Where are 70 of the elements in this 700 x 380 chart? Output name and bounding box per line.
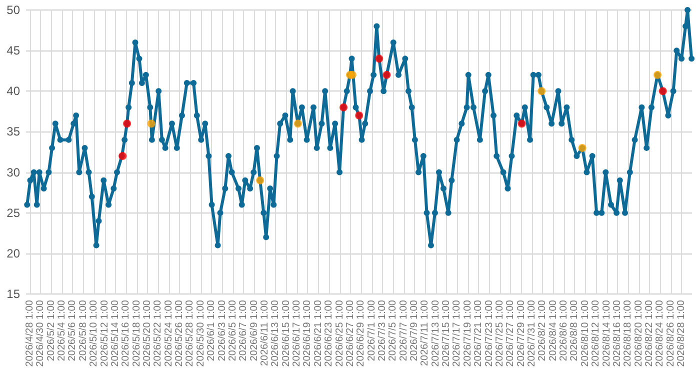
x-tick-label: 2026/5/14 1:00 bbox=[110, 300, 121, 367]
x-tick-label: 2026/8/2 1:00 bbox=[537, 300, 548, 362]
y-tick-label: 50 bbox=[6, 3, 20, 17]
x-tick-label: 2026/6/15 1:00 bbox=[280, 300, 292, 367]
x-tick-label: 2026/5/10 1:00 bbox=[88, 300, 100, 367]
x-tick-label: 2026/7/7 1:00 bbox=[398, 300, 410, 362]
x-tick-label: 2026/7/11 1:00 bbox=[420, 300, 431, 366]
x-tick-label: 2026/6/17 1:00 bbox=[292, 300, 303, 367]
y-tick-label: 30 bbox=[6, 165, 20, 180]
x-tick-label: 2026/5/12 1:00 bbox=[99, 300, 110, 367]
x-tick-label: 2026/8/16 1:00 bbox=[612, 300, 623, 367]
x-tick-label: 2026/5/16 1:00 bbox=[120, 300, 132, 367]
x-tick-label: 2026/5/20 1:00 bbox=[142, 300, 153, 367]
x-tick-label: 2026/5/28 1:00 bbox=[184, 300, 196, 367]
x-tick-label: 2026/7/3 1:00 bbox=[376, 300, 388, 362]
x-tick-label: 2026/6/25 1:00 bbox=[334, 300, 346, 367]
x-tick-label: 2026/5/22 1:00 bbox=[152, 300, 164, 367]
x-tick-label: 2026/8/26 1:00 bbox=[665, 300, 676, 367]
x-tick-label: 2026/6/13 1:00 bbox=[270, 300, 282, 367]
x-tick-label: 2026/8/12 1:00 bbox=[590, 300, 602, 367]
x-tick-label: 2026/7/31 1:00 bbox=[526, 300, 538, 367]
x-tick-label: 2026/4/30 1:00 bbox=[35, 300, 46, 367]
x-tick-label: 2026/8/14 1:00 bbox=[601, 300, 612, 367]
x-tick-label: 2026/6/27 1:00 bbox=[344, 300, 356, 367]
x-tick-label: 2026/5/2 1:00 bbox=[46, 300, 57, 362]
y-tick-label: 35 bbox=[6, 124, 20, 139]
x-tick-label: 2026/7/9 1:00 bbox=[409, 300, 420, 362]
x-tick-label: 2026/7/15 1:00 bbox=[441, 300, 452, 367]
x-tick-label: 2026/7/23 1:00 bbox=[484, 300, 495, 367]
x-tick-label: 2026/7/29 1:00 bbox=[516, 300, 527, 367]
x-tick-label: 2026/7/13 1:00 bbox=[430, 300, 442, 367]
y-tick-label: 40 bbox=[6, 84, 20, 98]
x-tick-label: 2026/7/21 1:00 bbox=[473, 300, 484, 367]
x-tick-label: 2026/7/27 1:00 bbox=[505, 300, 516, 367]
x-tick-label: 2026/6/29 1:00 bbox=[356, 300, 367, 367]
x-tick-label: 2026/5/4 1:00 bbox=[56, 300, 68, 362]
x-tick-label: 2026/4/28 1:00 bbox=[24, 300, 36, 367]
x-tick-label: 2026/7/17 1:00 bbox=[452, 300, 463, 367]
x-tick-label: 2026/5/26 1:00 bbox=[174, 300, 186, 367]
x-tick-label: 2026/5/24 1:00 bbox=[163, 300, 174, 367]
y-tick-label: 15 bbox=[6, 287, 20, 301]
x-tick-label: 2026/8/24 1:00 bbox=[654, 300, 666, 367]
x-tick-label: 2026/6/11 1:00 bbox=[259, 300, 270, 366]
x-tick-label: 2026/5/30 1:00 bbox=[195, 300, 206, 367]
x-tick-label: 2026/6/9 1:00 bbox=[248, 300, 260, 362]
x-tick-label: 2026/8/10 1:00 bbox=[580, 300, 591, 367]
x-tick-label: 2026/7/25 1:00 bbox=[494, 300, 506, 367]
x-tick-label: 2026/6/1 1:00 bbox=[206, 300, 218, 362]
x-tick-label: 2026/6/5 1:00 bbox=[227, 300, 238, 362]
y-tick-label: 45 bbox=[6, 44, 20, 58]
x-tick-label: 2026/7/1 1:00 bbox=[366, 300, 378, 362]
x-tick-label: 2026/7/19 1:00 bbox=[462, 300, 474, 367]
x-tick-label: 2026/8/20 1:00 bbox=[633, 300, 644, 367]
x-tick-label: 2026/7/5 1:00 bbox=[388, 300, 399, 362]
x-tick-label: 2026/8/6 1:00 bbox=[558, 300, 570, 362]
x-tick-label: 2026/8/4 1:00 bbox=[548, 300, 559, 362]
x-tick-label: 2026/6/23 1:00 bbox=[324, 300, 335, 367]
x-tick-label: 2026/6/21 1:00 bbox=[312, 300, 324, 367]
x-tick-label: 2026/8/8 1:00 bbox=[569, 300, 580, 362]
x-tick-label: 2026/8/28 1:00 bbox=[676, 300, 688, 367]
x-tick-label: 2026/5/18 1:00 bbox=[131, 300, 142, 367]
x-tick-label: 2026/5/8 1:00 bbox=[78, 300, 89, 362]
y-tick-label: 20 bbox=[6, 246, 20, 260]
x-tick-label: 2026/8/18 1:00 bbox=[622, 300, 634, 367]
x-tick-label: 2026/6/19 1:00 bbox=[302, 300, 314, 367]
x-tick-label: 2026/6/7 1:00 bbox=[238, 300, 250, 362]
x-tick-label: 2026/8/22 1:00 bbox=[644, 300, 655, 367]
x-tick-label: 2026/5/6 1:00 bbox=[67, 300, 78, 362]
y-tick-label: 25 bbox=[6, 206, 20, 220]
x-tick-label: 2026/6/3 1:00 bbox=[216, 300, 228, 362]
